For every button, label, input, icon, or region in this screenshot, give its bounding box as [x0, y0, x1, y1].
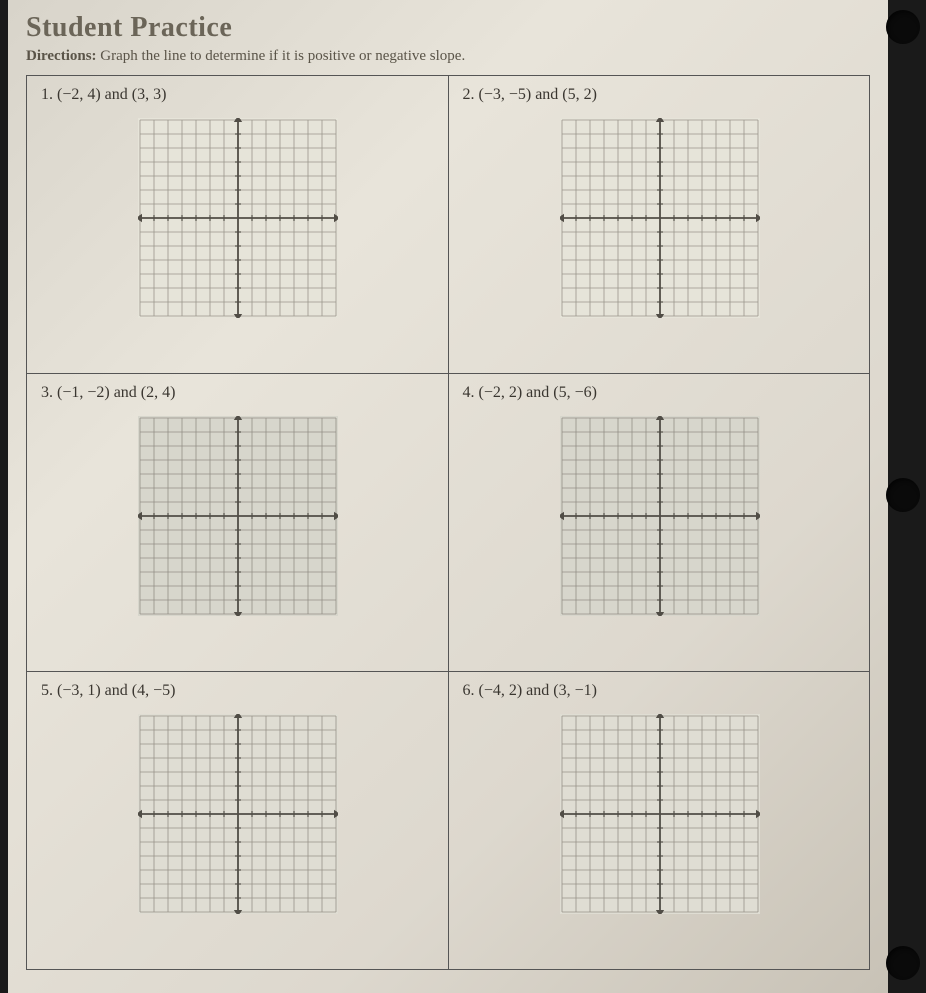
problem-cell: 3. (−1, −2) and (2, 4) — [27, 374, 449, 672]
directions: Directions: Graph the line to determine … — [26, 48, 870, 65]
problem-label: 2. (−3, −5) and (5, 2) — [463, 86, 858, 104]
problems-table: 1. (−2, 4) and (3, 3) 2. (−3, −5) and (5… — [26, 75, 870, 970]
problem-number: 4. — [463, 384, 475, 401]
problem-cell: 6. (−4, 2) and (3, −1) — [448, 672, 870, 970]
punch-hole — [886, 946, 920, 980]
problem-label: 1. (−2, 4) and (3, 3) — [41, 86, 436, 104]
coordinate-grid — [138, 714, 338, 914]
problem-label: 3. (−1, −2) and (2, 4) — [41, 384, 436, 402]
problem-number: 2. — [463, 86, 475, 103]
grid-wrap — [463, 118, 858, 318]
page-title: Student Practice — [26, 12, 870, 44]
problem-points: (−4, 2) and (3, −1) — [479, 682, 597, 699]
worksheet-page: Student Practice Directions: Graph the l… — [8, 0, 888, 993]
problem-number: 1. — [41, 86, 53, 103]
problem-cell: 4. (−2, 2) and (5, −6) — [448, 374, 870, 672]
problem-cell: 1. (−2, 4) and (3, 3) — [27, 76, 449, 374]
problem-cell: 5. (−3, 1) and (4, −5) — [27, 672, 449, 970]
problem-points: (−1, −2) and (2, 4) — [57, 384, 175, 401]
problem-points: (−2, 2) and (5, −6) — [479, 384, 597, 401]
coordinate-grid — [138, 118, 338, 318]
punch-hole — [886, 10, 920, 44]
problem-points: (−3, −5) and (5, 2) — [479, 86, 597, 103]
coordinate-grid — [560, 714, 760, 914]
problem-cell: 2. (−3, −5) and (5, 2) — [448, 76, 870, 374]
problem-number: 3. — [41, 384, 53, 401]
coordinate-grid — [138, 416, 338, 616]
coordinate-grid — [560, 416, 760, 616]
problem-points: (−2, 4) and (3, 3) — [57, 86, 166, 103]
grid-wrap — [41, 416, 436, 616]
grid-wrap — [41, 714, 436, 914]
problem-number: 6. — [463, 682, 475, 699]
problem-label: 5. (−3, 1) and (4, −5) — [41, 682, 436, 700]
directions-label: Directions: — [26, 48, 97, 64]
grid-wrap — [41, 118, 436, 318]
problem-label: 6. (−4, 2) and (3, −1) — [463, 682, 858, 700]
coordinate-grid — [560, 118, 760, 318]
problem-label: 4. (−2, 2) and (5, −6) — [463, 384, 858, 402]
grid-wrap — [463, 416, 858, 616]
grid-wrap — [463, 714, 858, 914]
directions-text: Graph the line to determine if it is pos… — [100, 48, 465, 64]
problem-points: (−3, 1) and (4, −5) — [57, 682, 175, 699]
punch-hole — [886, 478, 920, 512]
problem-number: 5. — [41, 682, 53, 699]
